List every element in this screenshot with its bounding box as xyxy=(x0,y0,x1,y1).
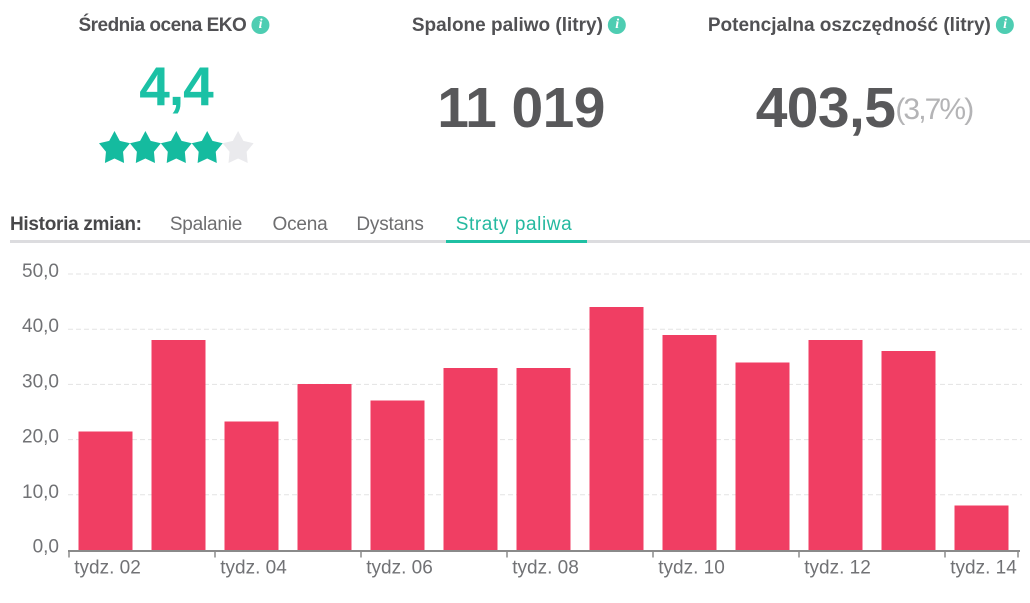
svg-text:10,0: 10,0 xyxy=(22,482,59,503)
svg-text:tydz. 14: tydz. 14 xyxy=(950,558,1017,579)
svg-text:0,0: 0,0 xyxy=(33,537,59,558)
svg-text:tydz. 02: tydz. 02 xyxy=(74,558,141,579)
svg-text:tydz. 10: tydz. 10 xyxy=(658,558,725,579)
svg-text:tydz. 06: tydz. 06 xyxy=(366,558,433,579)
svg-text:tydz. 04: tydz. 04 xyxy=(220,558,287,579)
svg-text:tydz. 08: tydz. 08 xyxy=(512,558,579,579)
svg-text:40,0: 40,0 xyxy=(22,316,59,337)
svg-text:50,0: 50,0 xyxy=(22,261,59,282)
svg-text:tydz. 12: tydz. 12 xyxy=(804,558,871,579)
svg-text:30,0: 30,0 xyxy=(22,371,59,392)
svg-text:20,0: 20,0 xyxy=(22,427,59,448)
